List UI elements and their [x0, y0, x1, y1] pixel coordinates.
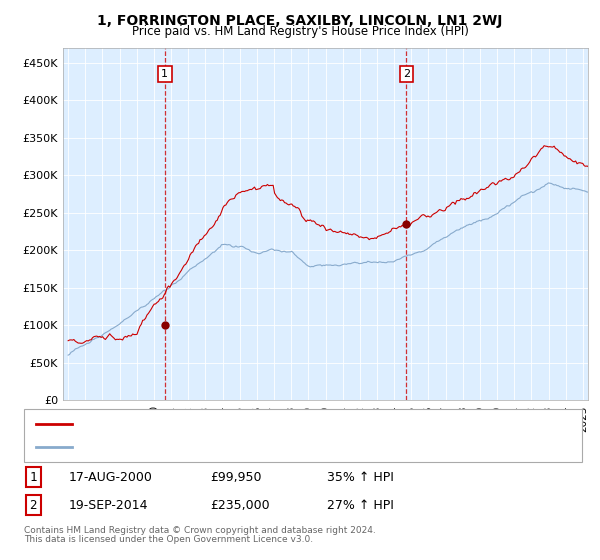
Text: 27% ↑ HPI: 27% ↑ HPI — [327, 498, 394, 512]
Text: £99,950: £99,950 — [210, 470, 262, 484]
Text: 17-AUG-2000: 17-AUG-2000 — [69, 470, 153, 484]
Text: 19-SEP-2014: 19-SEP-2014 — [69, 498, 149, 512]
Text: 1, FORRINGTON PLACE, SAXILBY, LINCOLN, LN1 2WJ (detached house): 1, FORRINGTON PLACE, SAXILBY, LINCOLN, L… — [78, 419, 443, 429]
Text: Price paid vs. HM Land Registry's House Price Index (HPI): Price paid vs. HM Land Registry's House … — [131, 25, 469, 38]
Text: £235,000: £235,000 — [210, 498, 269, 512]
Text: 35% ↑ HPI: 35% ↑ HPI — [327, 470, 394, 484]
Text: This data is licensed under the Open Government Licence v3.0.: This data is licensed under the Open Gov… — [24, 535, 313, 544]
Text: 1: 1 — [161, 69, 168, 79]
Text: HPI: Average price, detached house, West Lindsey: HPI: Average price, detached house, West… — [78, 442, 340, 452]
Text: 2: 2 — [403, 69, 410, 79]
Text: 2: 2 — [29, 498, 37, 512]
Text: 1, FORRINGTON PLACE, SAXILBY, LINCOLN, LN1 2WJ: 1, FORRINGTON PLACE, SAXILBY, LINCOLN, L… — [97, 14, 503, 28]
Text: 1: 1 — [29, 470, 37, 484]
Text: Contains HM Land Registry data © Crown copyright and database right 2024.: Contains HM Land Registry data © Crown c… — [24, 526, 376, 535]
